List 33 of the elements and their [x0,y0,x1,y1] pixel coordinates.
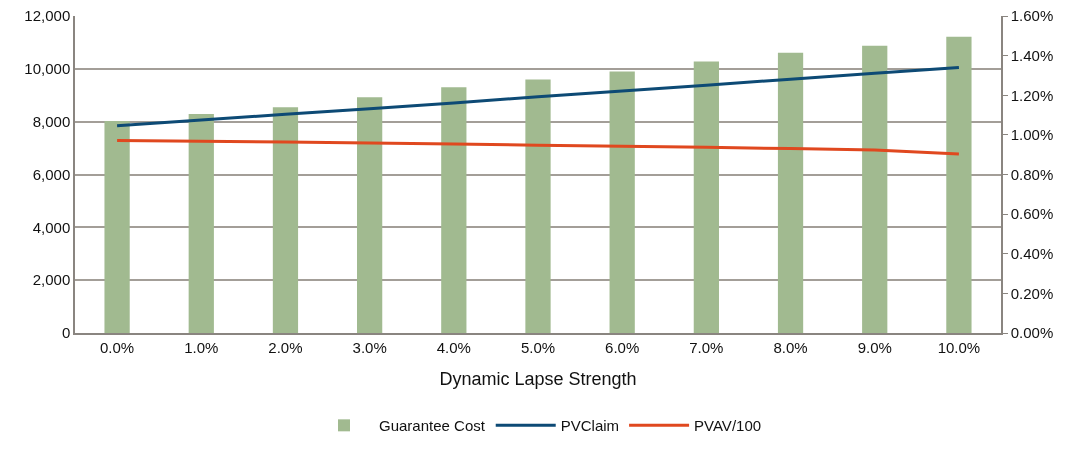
y-tick-label: 6,000 [32,165,71,183]
y2-tick-label: 0.00% [1010,324,1054,342]
line-series [115,66,961,128]
x-tick-label: 2.0% [268,338,303,356]
y2-tick-label: 1.00% [1010,126,1054,144]
x-axis-title: Dynamic Lapse Strength [439,369,637,390]
legend-label: PVAV/100 [694,417,762,435]
x-tick-label: 10.0% [937,338,981,356]
x-tick-label: 3.0% [352,338,387,356]
legend-label: PVClaim [560,417,620,435]
line-series [115,138,961,156]
y2-tick-label: 0.40% [1010,245,1054,262]
x-tick-label: 8.0% [773,338,808,356]
y-tick-label: 2,000 [32,271,71,289]
legend-label: Guarantee Cost [379,417,486,435]
y-tick-label: 10,000 [24,60,71,78]
x-tick-label: 9.0% [857,338,892,356]
y-tick-label: 4,000 [32,218,71,236]
y-tick-label: 0 [61,324,71,342]
x-tick-label: 0.0% [99,338,135,356]
y2-tick-label: 1.20% [1010,86,1054,104]
y2-tick-label: 1.60% [1010,7,1054,25]
x-tick-label: 7.0% [689,338,724,356]
x-tick-label: 1.0% [184,338,219,356]
x-tick-label: 4.0% [436,338,471,356]
x-tick-label: 5.0% [520,338,556,356]
y2-tick-label: 0.20% [1010,284,1054,302]
y-tick-label: 12,000 [24,7,71,25]
y2-tick-label: 1.40% [1010,46,1054,64]
x-tick-label: 6.0% [605,338,640,356]
y-tick-label: 8,000 [32,112,71,130]
y2-tick-label: 0.80% [1010,165,1054,183]
y2-tick-label: 0.60% [1010,205,1054,223]
